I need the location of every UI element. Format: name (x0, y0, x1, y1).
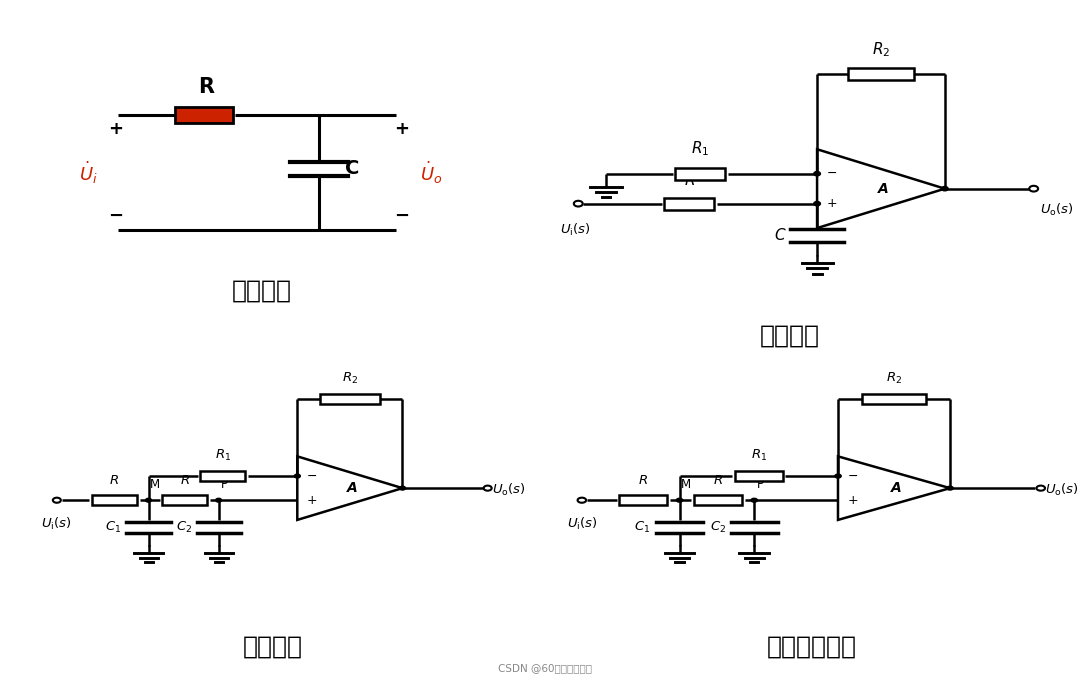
Bar (675, 168, 725, 180)
Bar (320, 394, 380, 404)
Text: $R$: $R$ (180, 474, 189, 487)
Text: A: A (891, 481, 902, 495)
Text: $\dot{U}_o$: $\dot{U}_o$ (420, 160, 443, 185)
Text: +: + (306, 493, 317, 507)
Bar (620, 495, 668, 506)
Text: $R_2$: $R_2$ (872, 41, 890, 59)
Bar (162, 495, 207, 506)
Bar (847, 68, 915, 80)
Text: A: A (346, 481, 357, 495)
Text: $U_{\rm i}(s)$: $U_{\rm i}(s)$ (41, 516, 72, 531)
Text: $U_{\rm o}(s)$: $U_{\rm o}(s)$ (1040, 202, 1074, 218)
Bar (735, 470, 783, 481)
Text: −: − (827, 167, 837, 180)
Text: −: − (306, 470, 317, 483)
Bar (862, 394, 926, 404)
Text: A: A (878, 182, 889, 195)
Text: $U_{\rm i}(s)$: $U_{\rm i}(s)$ (560, 222, 591, 238)
Bar (175, 107, 233, 123)
Circle shape (146, 498, 151, 502)
Text: −: − (108, 207, 123, 224)
Circle shape (751, 498, 758, 502)
Text: +: + (827, 197, 837, 210)
Text: $R$: $R$ (110, 474, 120, 487)
Text: 实用二阶低通: 实用二阶低通 (767, 635, 856, 659)
Text: −: − (394, 207, 408, 224)
Text: $C$: $C$ (774, 227, 786, 243)
Text: +: + (847, 493, 858, 507)
Text: $C_1$: $C_1$ (105, 520, 121, 535)
Text: M: M (149, 479, 160, 491)
Text: $R_1$: $R_1$ (692, 139, 710, 158)
Bar (664, 198, 714, 210)
Text: +: + (394, 120, 408, 138)
Text: $R_1$: $R_1$ (215, 448, 231, 462)
Circle shape (835, 474, 841, 478)
Circle shape (216, 498, 222, 502)
Text: P: P (757, 479, 763, 491)
Bar (91, 495, 137, 506)
Text: $R$: $R$ (713, 474, 723, 487)
Text: $R$: $R$ (638, 474, 648, 487)
Circle shape (946, 486, 953, 490)
Text: R: R (198, 77, 215, 97)
Circle shape (294, 474, 301, 478)
Text: $U_{\rm i}(s)$: $U_{\rm i}(s)$ (566, 516, 597, 531)
Text: $U_{\rm o}(s)$: $U_{\rm o}(s)$ (1045, 482, 1079, 498)
Text: $C_1$: $C_1$ (634, 520, 650, 535)
Circle shape (813, 201, 820, 206)
Text: $\dot{U}_i$: $\dot{U}_i$ (79, 160, 98, 185)
Text: $R$: $R$ (684, 172, 695, 187)
Text: −: − (847, 470, 858, 483)
Bar (694, 495, 742, 506)
Text: 二阶低通: 二阶低通 (242, 635, 303, 659)
Text: C: C (345, 160, 359, 178)
Circle shape (813, 172, 820, 176)
Circle shape (676, 498, 683, 502)
Text: $R_1$: $R_1$ (750, 448, 767, 462)
Text: $C_2$: $C_2$ (176, 520, 193, 535)
Text: 无源低通: 无源低通 (231, 279, 292, 303)
Text: $R_2$: $R_2$ (886, 370, 902, 386)
Text: $U_{\rm o}(s)$: $U_{\rm o}(s)$ (491, 482, 526, 498)
Text: +: + (108, 120, 123, 138)
Text: $R_2$: $R_2$ (342, 370, 358, 386)
Text: M: M (681, 479, 690, 491)
Bar (200, 470, 245, 481)
Circle shape (400, 486, 405, 490)
Text: $C_2$: $C_2$ (710, 520, 726, 535)
Text: CSDN @60岁退休老大爷: CSDN @60岁退休老大爷 (498, 662, 591, 673)
Text: 一阶低通: 一阶低通 (759, 324, 819, 347)
Circle shape (942, 187, 949, 191)
Text: P: P (221, 479, 229, 491)
